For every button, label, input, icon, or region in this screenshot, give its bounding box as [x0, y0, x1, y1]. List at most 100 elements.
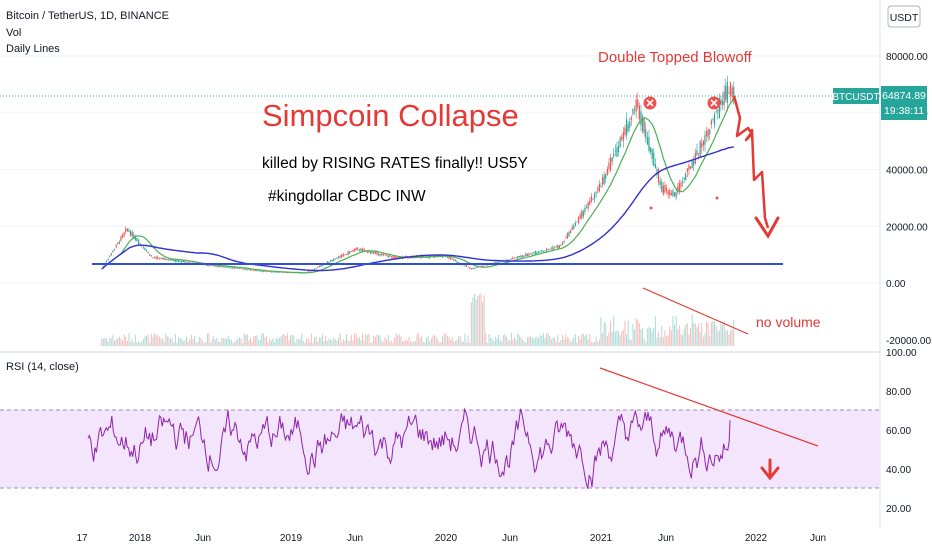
price-tag-symbol: BTCUSDT: [832, 92, 879, 103]
volume-bar: [274, 342, 276, 346]
volume-bar: [608, 332, 610, 346]
candle-body: [393, 256, 396, 259]
volume-bar: [680, 333, 682, 346]
candle-body: [437, 255, 439, 257]
candle-body: [587, 202, 589, 209]
volume-bar: [643, 338, 645, 346]
candle-body: [211, 265, 213, 266]
candle-body: [253, 270, 255, 271]
volume-bar: [531, 337, 533, 346]
candle-body: [709, 129, 711, 135]
indicator-vol: Vol: [6, 27, 21, 39]
candle-body: [683, 177, 685, 180]
candle-body: [329, 260, 332, 262]
candle-body: [387, 255, 389, 258]
volume-bar: [226, 338, 228, 346]
volume-bar: [453, 341, 455, 346]
candle-body: [136, 238, 138, 242]
volume-bar: [322, 334, 324, 346]
candle-body: [702, 141, 704, 146]
volume-bar: [699, 332, 701, 346]
candle-body: [713, 114, 716, 126]
volume-bar: [178, 337, 180, 346]
volume-bar: [496, 338, 498, 346]
volume-bar: [350, 334, 352, 346]
volume-bar: [637, 319, 639, 346]
candle-body: [654, 164, 656, 168]
candle-body: [361, 248, 364, 252]
volume-bar: [101, 338, 103, 346]
volume-bar: [157, 334, 159, 346]
candle-body: [697, 153, 700, 154]
candle-body: [337, 256, 340, 259]
volume-bar: [144, 335, 146, 346]
volume-bar: [632, 323, 634, 346]
candle-body: [321, 264, 324, 266]
volume-bar: [557, 335, 559, 346]
candle-body: [467, 266, 469, 268]
candle-body: [126, 228, 128, 231]
candle-body: [137, 240, 140, 245]
volume-bar: [682, 335, 684, 346]
grid: [0, 55, 880, 284]
volume-bar: [416, 333, 418, 346]
volume-bar: [456, 339, 458, 346]
volume-bar: [205, 342, 207, 346]
candle-body: [723, 91, 725, 106]
volume-bar: [707, 322, 709, 346]
candle-body: [731, 87, 733, 97]
volume-bar: [358, 336, 360, 346]
candle-body: [497, 262, 500, 263]
candle-body: [214, 265, 216, 267]
candle-body: [121, 234, 124, 238]
volume-bar: [299, 339, 301, 346]
volume-bar: [541, 335, 543, 346]
candle-body: [349, 251, 351, 254]
volume-bar: [141, 341, 143, 346]
candle-body: [667, 190, 669, 196]
time-tick-label: Jun: [658, 533, 674, 544]
volume-bar: [149, 342, 151, 346]
candle-body: [109, 255, 111, 257]
volume-bar: [536, 336, 538, 346]
candle-body: [216, 265, 218, 267]
volume-bar: [341, 342, 343, 346]
candle-body: [261, 271, 263, 272]
volume-bar: [710, 322, 712, 346]
volume-bar: [627, 320, 629, 346]
candle-body: [614, 150, 616, 152]
volume-bar: [147, 334, 149, 346]
volume-bar: [661, 325, 663, 346]
candle-body: [454, 259, 456, 262]
volume-bar: [200, 338, 202, 346]
currency-button[interactable]: USDT: [887, 5, 921, 28]
candle-body: [105, 260, 108, 263]
candle-body: [278, 272, 280, 273]
volume-bar: [390, 340, 392, 346]
volume-bar: [328, 338, 330, 346]
candle-body: [357, 247, 359, 250]
volume-bar: [622, 329, 624, 346]
time-tick-label: Jun: [502, 533, 518, 544]
volume-bar: [571, 339, 573, 346]
volume-bar: [451, 337, 453, 346]
candle-body: [643, 118, 645, 134]
candle-body: [245, 268, 247, 270]
candle-body: [651, 149, 653, 160]
candle-body: [622, 132, 624, 141]
volume-bar: [522, 339, 524, 346]
volume-bar: [437, 339, 439, 346]
candle-body: [621, 136, 623, 139]
price-tick-label: 80000.00: [886, 52, 928, 63]
candle-body: [158, 258, 160, 260]
volume-bar: [650, 328, 652, 346]
candle-body: [547, 248, 549, 250]
wick-dot: [715, 196, 719, 200]
volume-bar: [181, 339, 183, 346]
volume-bar: [310, 333, 312, 346]
volume-bar: [120, 338, 122, 346]
candle-body: [326, 261, 328, 265]
volume-bar: [379, 335, 381, 346]
volume-bar: [234, 342, 236, 346]
volume-bar: [542, 333, 544, 346]
